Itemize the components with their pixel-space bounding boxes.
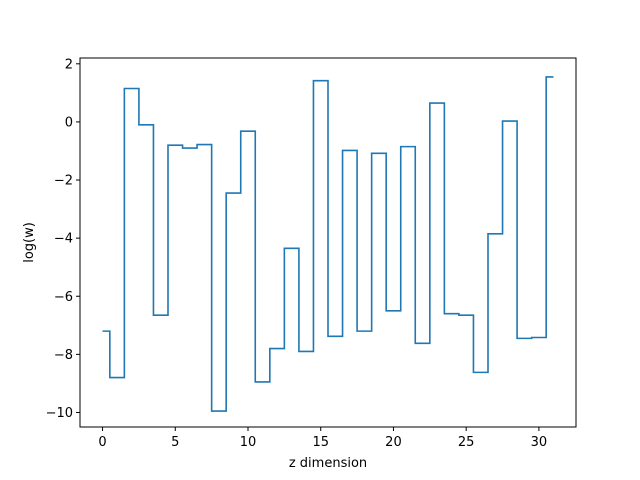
y-tick-label: 2 xyxy=(65,57,73,72)
y-axis-ticks: −10 −8 −6 −4 −2 0 2 xyxy=(46,57,80,421)
x-tick-label: 30 xyxy=(531,435,548,450)
y-axis-label: log(w) xyxy=(22,222,37,263)
x-tick-label: 0 xyxy=(98,435,106,450)
y-tick-label: 0 xyxy=(65,115,73,130)
x-tick-label: 10 xyxy=(240,435,257,450)
x-axis-ticks: 0 5 10 15 20 25 30 xyxy=(98,427,547,450)
x-tick-label: 15 xyxy=(312,435,329,450)
x-tick-label: 25 xyxy=(458,435,475,450)
plot-frame xyxy=(79,57,577,428)
y-tick-label: −8 xyxy=(54,348,73,363)
y-tick-label: −6 xyxy=(54,290,73,305)
y-tick-label: −10 xyxy=(46,406,73,421)
x-tick-label: 20 xyxy=(385,435,402,450)
x-axis-label: z dimension xyxy=(289,456,367,471)
y-tick-label: −2 xyxy=(54,174,73,189)
series-line xyxy=(102,76,554,412)
plot-area xyxy=(79,57,577,428)
x-tick-label: 5 xyxy=(171,435,179,450)
y-tick-label: −4 xyxy=(54,232,73,247)
